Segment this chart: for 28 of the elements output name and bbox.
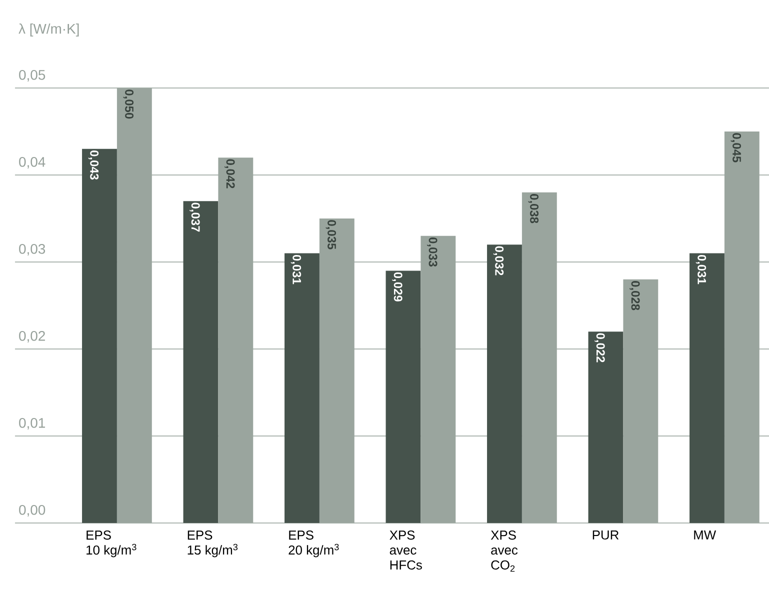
data-label: 0,043: [88, 150, 99, 180]
data-label: 0,038: [528, 194, 539, 224]
data-label: 0,031: [290, 254, 302, 284]
data-label: 0,045: [730, 133, 742, 162]
y-tick-label: 0,05: [19, 70, 46, 82]
x-tick-label: PUR: [592, 530, 619, 540]
data-label: 0,031: [696, 254, 706, 284]
y-tick-label: 0,03: [19, 244, 46, 256]
data-label: 0,035: [326, 220, 336, 250]
y-axis-title: λ [W/m·K]: [18, 23, 79, 36]
x-tick-label: XPS avec HFCs: [390, 530, 422, 570]
y-tick-label: 0,01: [19, 418, 45, 430]
y-tick-label: 0,02: [19, 330, 45, 342]
data-label: 0,050: [123, 90, 134, 119]
x-tick-label: EPS 20 kg/m$^{3}$: [288, 530, 339, 558]
data-label: 0,028: [630, 281, 640, 310]
x-tick-label: EPS 15 kg/m$^{3}$: [188, 530, 238, 558]
data-label: 0,037: [190, 202, 200, 232]
y-tick-label: 0,04: [19, 156, 46, 168]
y-tick-label: 0,00: [19, 504, 46, 516]
x-tick-label: XPS avec CO$_{2}$: [490, 530, 518, 572]
data-label: 0,033: [427, 238, 438, 267]
data-label: 0,042: [224, 159, 235, 188]
x-tick-label: MW: [694, 530, 716, 540]
data-label: 0,022: [594, 333, 605, 362]
data-label: 0,032: [493, 246, 504, 276]
x-tick-label: EPS 10 kg/m$^{3}$: [86, 530, 136, 558]
data-label: 0,029: [392, 272, 402, 302]
